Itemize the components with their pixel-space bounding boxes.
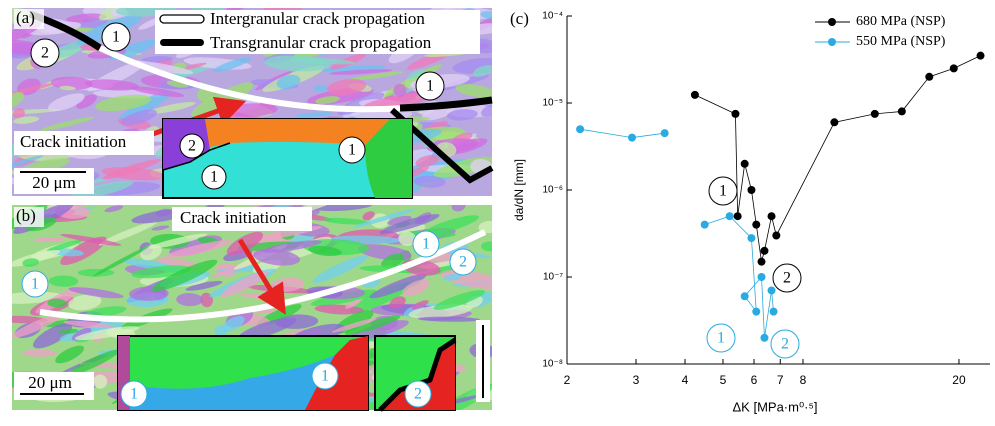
marker-label: 1 (426, 78, 434, 95)
data-point (701, 221, 709, 229)
panel-label: (a) (16, 8, 35, 27)
marker-label: 2 (414, 386, 422, 403)
data-point (576, 125, 584, 133)
panel-label: (b) (16, 206, 36, 225)
legend-icon (160, 15, 204, 23)
y-tick-label: 10⁻⁴ (542, 11, 563, 22)
marker-label: 1 (348, 142, 356, 159)
figure: Intergranular crack propagation Transgra… (0, 0, 995, 421)
marker-label: 1 (31, 276, 39, 293)
legend-label: Intergranular crack propagation (210, 9, 425, 28)
data-point (898, 107, 906, 115)
marker-label: 1 (321, 368, 329, 385)
data-point (977, 52, 985, 60)
data-point (772, 231, 780, 239)
marker-label: 1 (422, 236, 430, 253)
panel-label: (c) (510, 9, 529, 28)
data-point (768, 212, 776, 220)
marker-label: 2 (41, 45, 49, 62)
legend-icon (160, 39, 204, 46)
legend-label: 680 MPa (NSP) (856, 14, 946, 29)
legend-label: Transgranular crack propagation (210, 33, 432, 52)
legend-label: 550 MPa (NSP) (856, 34, 946, 49)
legend-marker (828, 38, 836, 46)
data-point (760, 247, 768, 255)
x-tick-label: 6 (751, 373, 758, 387)
initiation-label: Crack initiation (180, 208, 287, 227)
data-point (768, 286, 776, 294)
data-point (661, 129, 669, 137)
marker-label: 2 (459, 254, 467, 271)
x-tick-label: 8 (800, 373, 807, 387)
x-tick-label: 7 (777, 373, 784, 387)
inset-b (118, 336, 455, 410)
x-tick-label: 3 (633, 373, 640, 387)
x-tick-label: 2 (564, 373, 571, 387)
legend-marker (828, 18, 836, 26)
y-tick-label: 10⁻⁵ (542, 98, 563, 109)
data-point (950, 64, 958, 72)
annotation: 2 (781, 336, 789, 353)
series-line (695, 56, 981, 262)
data-point (871, 110, 879, 118)
annotation: 2 (783, 270, 791, 287)
data-point (758, 258, 766, 266)
x-axis-label: ΔK [MPa·m⁰·⁵] (732, 399, 817, 414)
data-point (747, 234, 755, 242)
x-tick-label: 20 (952, 373, 966, 387)
data-point (760, 334, 768, 342)
annotation: 1 (719, 183, 727, 200)
x-tick-label: 4 (682, 373, 689, 387)
data-point (752, 308, 760, 316)
data-point (628, 134, 636, 142)
data-point (758, 273, 766, 281)
grain (314, 85, 328, 91)
annotation: 1 (717, 330, 725, 347)
y-axis-label: da/dN [mm] (512, 159, 526, 221)
data-point (770, 308, 778, 316)
data-point (830, 118, 838, 126)
data-point (741, 160, 749, 168)
marker-label: 1 (210, 169, 218, 186)
x-tick-label: 5 (720, 373, 727, 387)
scale-label: 20 μm (32, 173, 76, 192)
data-point (747, 186, 755, 194)
y-tick-label: 10⁻⁶ (542, 185, 563, 196)
initiation-label: Crack initiation (20, 132, 127, 151)
data-point (925, 73, 933, 81)
marker-label: 1 (130, 386, 138, 403)
data-point (726, 212, 734, 220)
data-point (741, 292, 749, 300)
inset-a (163, 119, 412, 198)
data-point (731, 110, 739, 118)
data-point (691, 91, 699, 99)
data-point (752, 221, 760, 229)
scale-label: 20 μm (28, 373, 72, 392)
y-tick-label: 10⁻⁷ (543, 272, 563, 283)
marker-label: 1 (112, 29, 120, 46)
y-tick-label: 10⁻⁸ (542, 359, 563, 370)
marker-label: 2 (188, 138, 196, 155)
data-point (734, 212, 742, 220)
series-line (580, 129, 665, 137)
